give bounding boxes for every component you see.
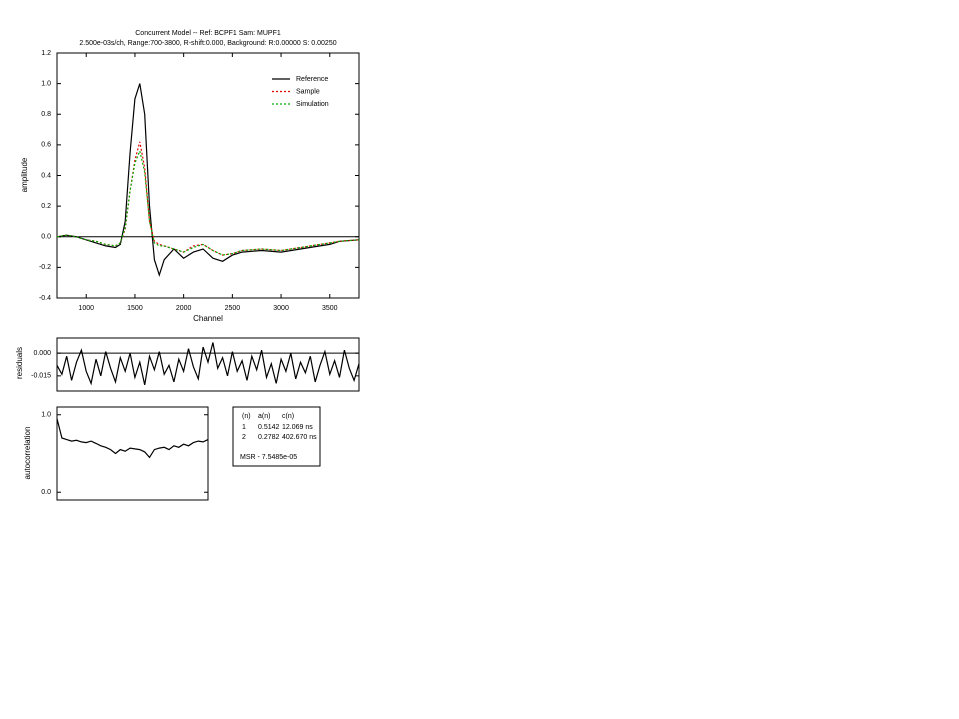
table-cell: 1 (242, 424, 246, 431)
x-tick-label: 1000 (78, 305, 94, 312)
y-tick-label: -0.4 (39, 295, 51, 302)
legend-label: Simulation (296, 101, 329, 108)
table-cell: 12.069 ns (282, 424, 313, 431)
data-line (56, 342, 360, 386)
plot-frame (56, 337, 360, 392)
y-tick-label: 0.0 (41, 489, 51, 496)
table-header: c(n) (282, 413, 294, 420)
y-tick-label: -0.015 (31, 373, 51, 380)
fit-table-box (232, 406, 321, 467)
msr-value: MSR - 7.5485e-05 (240, 454, 297, 461)
y-tick-label: -0.2 (39, 264, 51, 271)
data-line (56, 83, 360, 277)
y-tick-label: 1.0 (41, 412, 51, 419)
y-tick-label: 0.0 (41, 234, 51, 241)
y-tick-label: 0.8 (41, 111, 51, 118)
legend-label: Reference (296, 76, 328, 83)
data-line (56, 141, 360, 256)
y-tick-label: 1.2 (41, 50, 51, 57)
table-cell: 2 (242, 434, 246, 441)
x-tick-label: 3500 (322, 305, 338, 312)
x-tick-label: 2500 (225, 305, 241, 312)
y-tick-label: 0.4 (41, 172, 51, 179)
table-cell: 402.670 ns (282, 434, 317, 441)
table-cell: 0.5142 (258, 424, 280, 431)
data-line (56, 418, 209, 459)
x-tick-label: 3000 (273, 305, 289, 312)
y-tick-label: 0.000 (33, 350, 51, 357)
x-axis-label: Channel (193, 314, 223, 323)
x-tick-label: 2000 (176, 305, 192, 312)
chart-subtitle: 2.500e-03s/ch, Range:700-3800, R-shift:0… (79, 40, 336, 47)
x-tick-label: 1500 (127, 305, 143, 312)
table-header: a(n) (258, 413, 270, 420)
y-tick-label: 0.2 (41, 203, 51, 210)
chart-title: Concurrent Model -- Ref: BCPF1 Sam: MUPF… (135, 30, 281, 37)
y-axis-label: autocorrelation (23, 427, 32, 480)
table-cell: 0.2782 (258, 434, 280, 441)
y-tick-label: 0.6 (41, 142, 51, 149)
data-line (56, 148, 360, 256)
y-tick-label: 1.0 (41, 80, 51, 87)
legend-label: Sample (296, 88, 320, 95)
y-axis-label: residuals (15, 347, 24, 379)
table-header: (n) (242, 413, 251, 420)
plot-frame (56, 406, 209, 501)
y-axis-label: amplitude (20, 157, 29, 192)
